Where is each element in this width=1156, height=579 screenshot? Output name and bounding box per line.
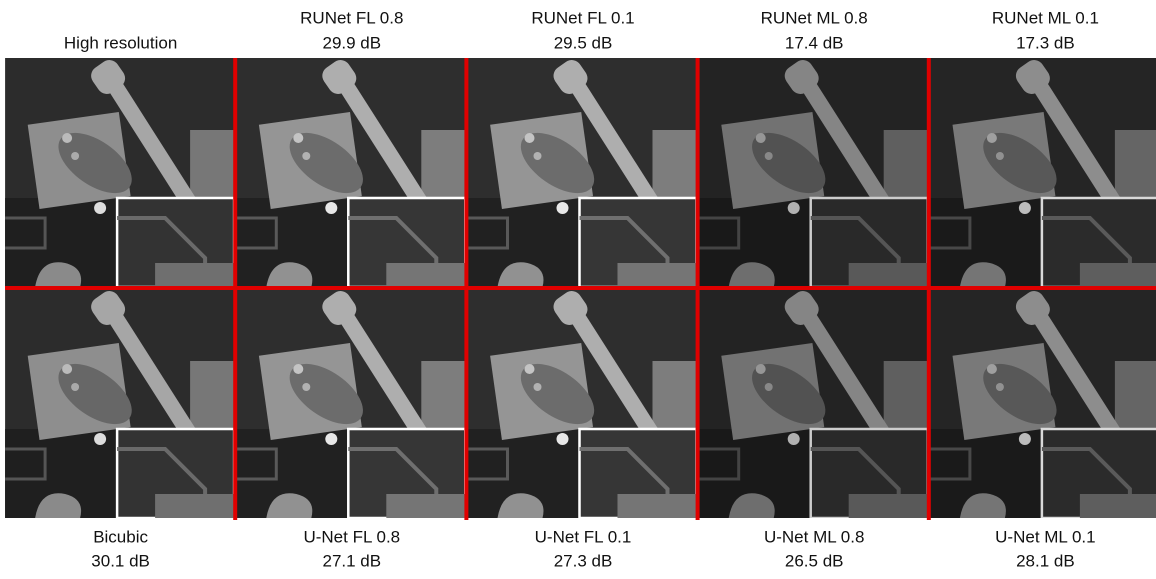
method-label: RUNet FL 0.1 [531, 8, 634, 27]
image-panel [236, 287, 465, 518]
page: High resolution RUNet FL 0.8 29.9 dB RUNet … [0, 0, 1156, 574]
psnr-label: 26.5 dB [785, 551, 844, 570]
image-panel [930, 287, 1156, 518]
psnr-label: 30.1 dB [91, 551, 150, 570]
image-panel [5, 287, 234, 518]
method-label: Bicubic [93, 527, 148, 546]
image-panel [699, 287, 928, 518]
image-panel [699, 56, 928, 287]
image-panel [468, 287, 697, 518]
image-panel [930, 56, 1156, 287]
psnr-label: 17.4 dB [785, 33, 844, 52]
method-label: U-Net FL 0.8 [303, 527, 400, 546]
method-label: High resolution [64, 33, 177, 52]
image-panel [5, 56, 234, 287]
psnr-label: 29.9 dB [322, 33, 381, 52]
method-label: U-Net ML 0.1 [995, 527, 1095, 546]
method-label: RUNet FL 0.8 [300, 8, 403, 27]
psnr-label: 28.1 dB [1016, 551, 1075, 570]
psnr-label: 17.3 dB [1016, 33, 1075, 52]
psnr-label: 29.5 dB [554, 33, 613, 52]
image-panel [468, 56, 697, 287]
method-label: RUNet ML 0.8 [761, 8, 868, 27]
figure: High resolution RUNet FL 0.8 29.9 dB RUNet … [0, 0, 1156, 574]
method-label: U-Net FL 0.1 [535, 527, 632, 546]
psnr-label: 27.3 dB [554, 551, 613, 570]
method-label: U-Net ML 0.8 [764, 527, 864, 546]
image-panel [236, 56, 465, 287]
method-label: RUNet ML 0.1 [992, 8, 1099, 27]
psnr-label: 27.1 dB [322, 551, 381, 570]
